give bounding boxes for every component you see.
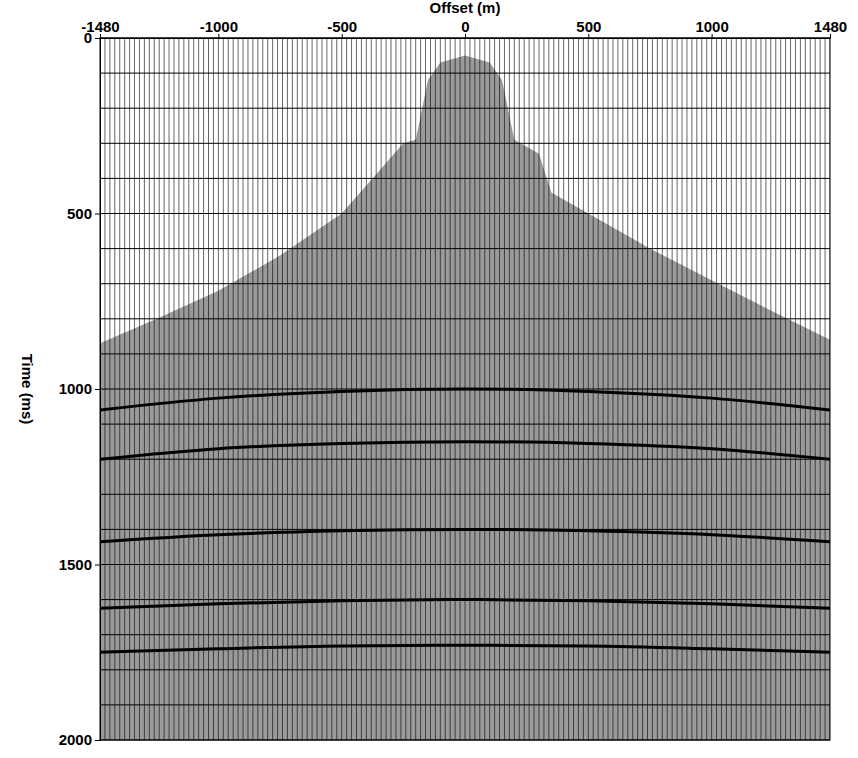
tick: 1480 [814,18,847,38]
grid-line [100,564,830,565]
x-axis-title: Offset (m) [430,0,501,16]
tick: 0 [461,18,469,38]
minor-grid-line [100,283,830,284]
minor-grid-line [100,424,830,425]
minor-grid-line [100,248,830,249]
tick-mark [95,740,100,741]
traces [100,38,830,740]
grid-line [100,389,830,390]
x-axis: -1480-1000-500050010001480 [81,18,847,39]
tick: 0 [84,29,100,46]
minor-grid-line [100,599,830,600]
tick-label: 1000 [695,18,728,35]
tick-label: 500 [576,18,601,35]
tick: -500 [327,18,357,38]
tick: 1000 [695,18,728,38]
frame [100,38,830,740]
minor-grid-line [100,108,830,109]
tick-label: 1000 [59,380,92,397]
chart: -1480-1000-50005001000148005001000150020… [0,0,858,758]
y-axis: 0 500 1000 1500 2000 [59,29,101,748]
minor-grid-line [100,178,830,179]
axis-line [95,39,101,741]
reflection-event [100,389,830,410]
tick-label: 1500 [59,556,92,573]
tick: 500 [67,205,100,222]
marks [100,38,830,740]
minor-grid-line [100,143,830,144]
tick: 500 [576,18,601,38]
tick-mark [95,389,100,390]
tick: 1000 [59,380,100,397]
minor-grid-line [100,634,830,635]
tick-label: -500 [327,18,357,35]
minor-grid-line [100,353,830,354]
grid [100,38,830,740]
tick-label: 2000 [59,731,92,748]
tick-label: 1480 [814,18,847,35]
tick: 2000 [59,731,100,748]
minor-grid-line [100,669,830,670]
minor-grid-line [100,73,830,74]
tick-label: 0 [84,29,92,46]
tick: -1000 [200,18,238,38]
tick-label: 0 [461,18,469,35]
tick-mark [95,565,100,566]
plot: -1480-1000-50005001000148005001000150020… [59,18,848,748]
tick-mark [95,214,100,215]
minor-grid-line [100,494,830,495]
reflection-event [100,645,830,652]
reflection-event [100,442,830,460]
minor-grid-line [100,529,830,530]
tick-label: 500 [67,205,92,222]
tick-label: -1000 [200,18,238,35]
minor-grid-line [100,318,830,319]
minor-grid-line [100,459,830,460]
minor-grid-line [100,704,830,705]
y-axis-title: Time (ms) [19,354,36,425]
reflection-event [100,600,830,609]
tick: 1500 [59,556,100,573]
tick-mark [95,38,100,39]
reflection-event [100,529,830,541]
grid-line [100,213,830,214]
